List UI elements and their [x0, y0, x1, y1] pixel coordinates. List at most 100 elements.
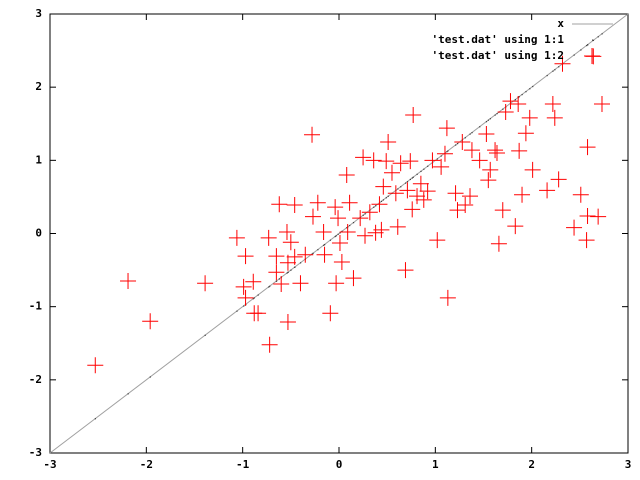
dot	[397, 188, 399, 190]
dot	[455, 144, 457, 146]
dot	[436, 158, 438, 160]
point	[333, 254, 350, 271]
dot	[278, 278, 280, 280]
legend-sample	[592, 39, 594, 41]
dot	[311, 253, 313, 255]
point	[286, 248, 303, 265]
dot	[496, 113, 498, 115]
x-tick-label: -3	[43, 458, 56, 471]
point	[286, 196, 303, 213]
dot	[290, 269, 292, 271]
point	[579, 207, 596, 224]
point	[341, 194, 358, 211]
point	[488, 145, 505, 162]
dot	[323, 244, 325, 246]
point	[404, 201, 421, 218]
dot	[406, 181, 409, 183]
point	[338, 166, 355, 183]
point	[497, 104, 514, 121]
dot	[346, 227, 348, 229]
point	[365, 152, 382, 169]
dot	[329, 239, 332, 241]
y-tick-label: 2	[35, 80, 42, 93]
point	[510, 95, 527, 112]
dot	[427, 165, 429, 167]
point	[279, 254, 296, 271]
point	[304, 126, 321, 143]
point	[546, 109, 563, 126]
point	[438, 120, 455, 137]
point	[316, 246, 333, 263]
point	[250, 305, 267, 322]
dot	[412, 176, 414, 178]
point	[590, 208, 607, 225]
dot	[464, 137, 466, 139]
dot	[317, 249, 319, 251]
dot	[532, 85, 534, 88]
point	[279, 314, 296, 331]
point	[304, 208, 321, 225]
x-tick-label: -1	[236, 458, 250, 471]
x-tick-label: 0	[336, 458, 343, 471]
point	[120, 273, 137, 290]
dot	[375, 205, 377, 207]
dot	[94, 418, 96, 420]
y-tick-label: -3	[29, 446, 42, 459]
dot	[373, 206, 375, 208]
point	[197, 275, 214, 292]
point	[462, 188, 479, 205]
point	[419, 183, 436, 200]
dot	[416, 173, 418, 175]
point	[357, 227, 374, 244]
point	[245, 273, 262, 290]
point	[228, 229, 245, 246]
dot	[469, 133, 471, 135]
point	[345, 270, 362, 287]
dot	[341, 230, 343, 233]
point	[330, 210, 347, 227]
dot	[525, 91, 527, 93]
dot	[287, 271, 289, 273]
dot	[573, 54, 575, 56]
point	[521, 109, 538, 126]
x-tick-label: -2	[140, 458, 153, 471]
y-tick-label: 0	[35, 227, 42, 240]
point	[380, 134, 397, 151]
dot	[385, 197, 387, 199]
dot	[299, 262, 302, 264]
point	[424, 152, 441, 169]
point	[268, 248, 285, 265]
point	[371, 196, 388, 213]
dot	[558, 66, 560, 68]
dot	[362, 214, 364, 216]
y-tick-label: 3	[35, 7, 42, 20]
point	[429, 232, 446, 249]
dot	[580, 49, 582, 51]
point	[463, 142, 480, 159]
legend-label: 'test.dat' using 1:2	[432, 49, 564, 62]
point	[447, 185, 464, 202]
dot	[312, 252, 314, 254]
point	[439, 289, 456, 306]
dot	[521, 93, 523, 96]
point	[328, 275, 345, 292]
point	[490, 235, 507, 252]
dot	[387, 195, 389, 197]
dot	[400, 186, 402, 188]
dot	[601, 33, 603, 35]
point	[405, 106, 422, 123]
dot	[149, 376, 151, 378]
point	[399, 182, 416, 199]
dot	[243, 305, 245, 307]
dot	[409, 178, 411, 181]
dot	[404, 182, 407, 184]
point	[261, 336, 278, 353]
point	[392, 155, 409, 172]
dot	[252, 298, 254, 300]
point	[412, 175, 429, 192]
dot	[257, 294, 259, 296]
point	[331, 235, 348, 252]
legend-label: 'test.dat' using 1:1	[432, 33, 565, 46]
